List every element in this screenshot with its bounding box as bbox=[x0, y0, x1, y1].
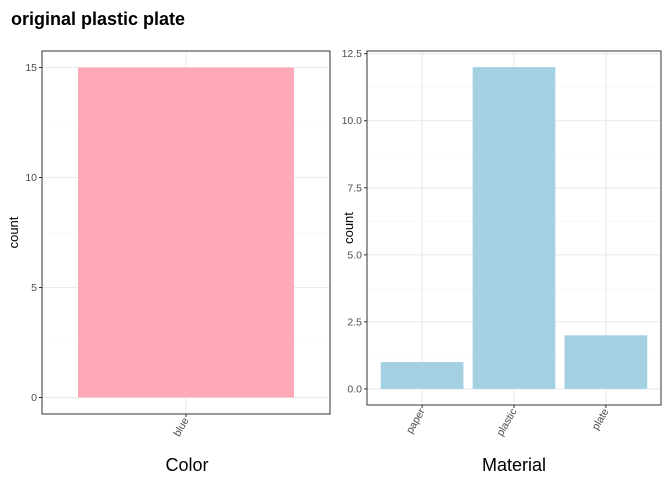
y-tick-label: 0 bbox=[31, 392, 37, 404]
y-tick-label: 7.5 bbox=[347, 182, 362, 194]
x-tick-label-blue: blue bbox=[171, 415, 191, 438]
y-tick-label: 10.0 bbox=[342, 115, 363, 127]
y-tick-label: 15 bbox=[25, 62, 37, 74]
y-tick-label: 2.5 bbox=[347, 316, 362, 328]
x-axis-title: Material bbox=[482, 455, 546, 475]
x-tick-label-paper: paper bbox=[404, 406, 428, 436]
y-tick-label: 12.5 bbox=[342, 48, 363, 60]
y-axis-title: count bbox=[6, 216, 21, 248]
bar-blue bbox=[78, 67, 294, 398]
x-tick-label-plastic: plastic bbox=[494, 407, 519, 439]
y-tick-label: 5.0 bbox=[347, 249, 362, 261]
bar-plastic bbox=[472, 67, 556, 389]
x-tick-label-plate: plate bbox=[590, 406, 612, 432]
y-tick-label: 5 bbox=[31, 282, 37, 294]
y-tick-label: 10 bbox=[25, 172, 37, 184]
x-axis-title: Color bbox=[165, 455, 208, 475]
figure-title: original plastic plate bbox=[11, 9, 186, 29]
y-axis-title: count bbox=[341, 212, 356, 244]
bar-plate bbox=[564, 335, 648, 389]
y-tick-label: 0.0 bbox=[347, 383, 362, 395]
bar-paper bbox=[380, 362, 464, 389]
